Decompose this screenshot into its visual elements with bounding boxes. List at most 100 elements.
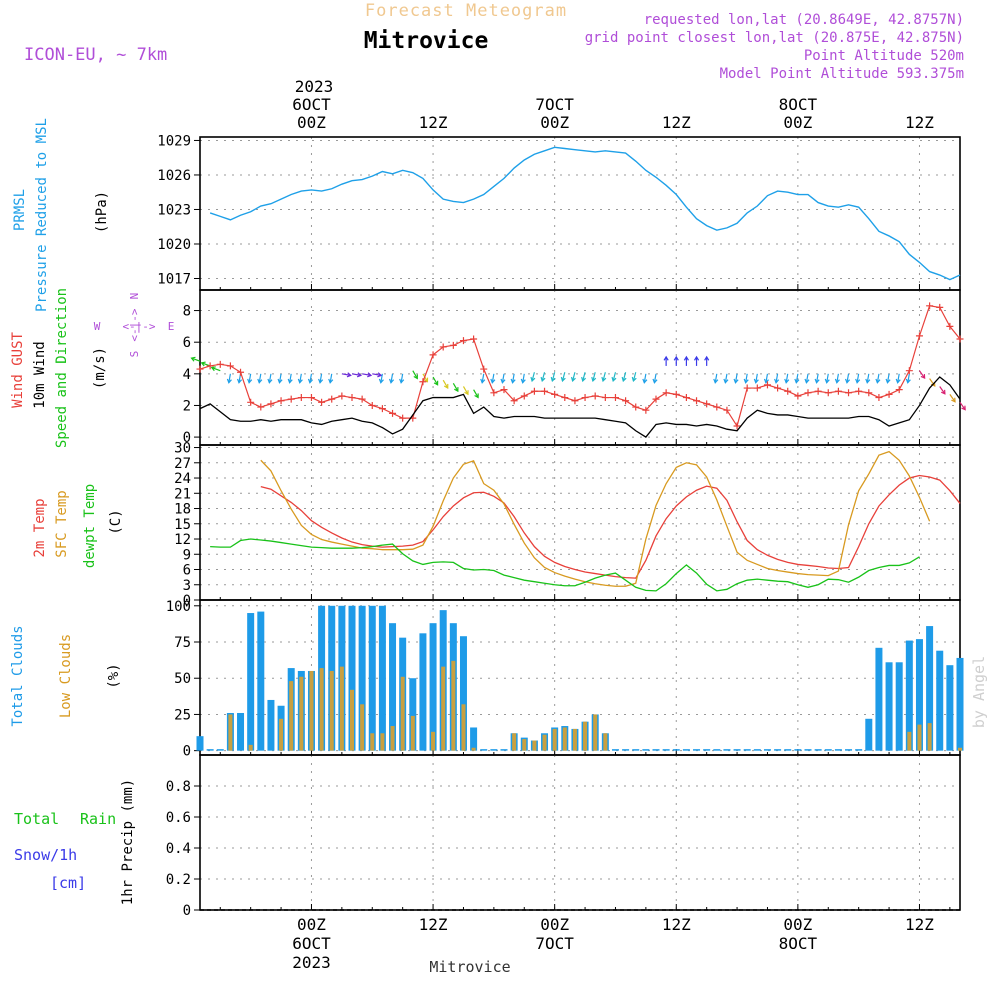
low-cloud-bar [380,733,385,751]
wind-arrow [826,373,829,383]
wind-direction-arrows [190,355,966,411]
wind-arrow-head [226,378,232,384]
y-tick-label: 24 [174,471,191,487]
total-cloud-bar [723,749,731,751]
total-cloud-bar [845,749,853,751]
gust-marker [865,389,873,397]
wind-arrow-head [774,378,780,384]
gust-marker [541,387,549,395]
top-time-label: 12Z [662,113,691,132]
gust-marker [216,360,224,368]
total-cloud-bar [865,718,873,751]
low-cloud-bar [471,747,476,751]
total-cloud-bar [743,749,751,751]
low-cloud-bar [593,714,598,751]
wind-arrow [724,373,728,383]
gust-marker [601,394,609,402]
wind-arrow [531,372,535,382]
pressure-msl-label: Pressure Reduced to MSL [34,118,50,312]
gust-marker [307,394,315,402]
wind-arrow-head [683,355,689,361]
low-cloud-bar [451,660,456,751]
gust-marker [632,403,640,411]
compass-south: S [128,351,141,358]
gust-marker [459,337,467,345]
wind-arrow-head [388,378,395,384]
wind-arrow-head [652,378,658,384]
wind-arrow [491,373,495,383]
dewpt-line [210,538,920,592]
gust-marker [500,386,508,394]
y-tick-label: 1017 [157,271,191,287]
wind-arrow-head [247,378,253,384]
low-cloud-bar [583,721,588,751]
gust-marker [338,392,346,400]
wind-arrow [422,373,428,382]
top-time-label: 12Z [419,113,448,132]
wind-gust-label: Wind GUST [10,332,26,408]
wind-arrow-head [794,378,800,384]
gust-marker [885,390,893,398]
bottom-time-label: 12Z [905,915,934,934]
total-cloud-bar [611,749,619,751]
low-cloud-bar [248,744,253,751]
gust-marker [693,397,701,405]
total-cloud-bar [622,749,630,751]
clouds-unit-label: (%) [106,663,122,688]
y-tick-label: 15 [174,517,191,533]
wind-arrow [501,373,505,383]
total-cloud-bar [389,623,397,751]
gust-marker [774,384,782,392]
low-cloud-bar [572,728,577,751]
wind-arrow-head [591,376,597,383]
top-time-label: 00Z [783,113,812,132]
grid-point-coords: grid point closest lon,lat (20.875E, 42.… [585,30,964,46]
wind-arrow [432,376,439,386]
wind-arrow-head [287,378,293,384]
total-cloud-bar [936,650,944,751]
low-cloud-bar [461,704,466,751]
total-cloud-bar [682,749,690,751]
wind-arrow [886,373,890,383]
wind-arrow [351,373,361,376]
wind-arrow [632,372,637,382]
gust-marker [257,403,265,411]
compass-ns-arrow: <-|-> [128,308,141,341]
wind-arrow-head [920,374,926,379]
y-tick-label: 100 [166,599,191,615]
total-cloud-bar [267,699,275,751]
wind-arrow [473,389,479,398]
wind-arrow-head [961,405,966,411]
wind-arrow-head [257,378,263,384]
wind-speed-line [199,376,961,438]
gust-marker [682,394,690,402]
gust-marker [875,394,883,402]
total-cloud-bar [895,662,903,751]
y-tick-label: 12 [174,532,191,548]
low-cloud-bar [329,670,334,751]
wind-arrow-head [328,378,334,384]
panel-frame [199,136,961,291]
wind-arrow-head [885,378,891,384]
total-cloud-bar [753,749,761,751]
gust-marker [328,395,336,403]
wind-arrow [572,372,576,382]
low-cloud-bar [370,733,375,751]
low-cloud-bar [228,714,233,751]
wind-arrow-head [346,372,352,378]
gust-marker [318,398,326,406]
gust-marker [905,367,913,375]
gust-marker [672,390,680,398]
total-cloud-bar [956,657,964,751]
wind-arrow-head [753,378,759,384]
wind-arrow [815,373,819,383]
bottom-time-label: 8OCT [779,934,818,953]
compass-north: N [128,293,141,300]
wind-arrow-head [784,378,790,384]
gust-marker [733,422,741,430]
wind-arrow-head [673,355,679,361]
wind-arrow-head [377,372,383,378]
total-cloud-bar [419,633,427,751]
total-cloud-bar [784,749,792,751]
